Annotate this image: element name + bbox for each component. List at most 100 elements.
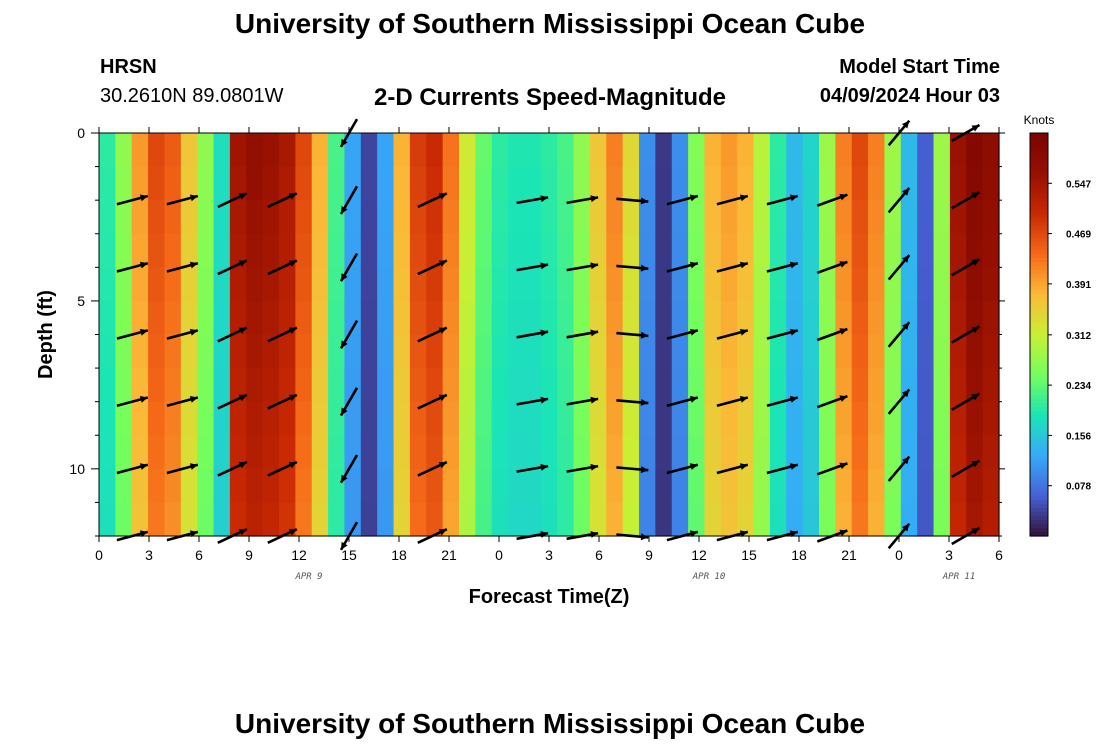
heatmap-cell (589, 334, 607, 369)
heatmap-cell (131, 435, 149, 470)
heatmap-cell (753, 300, 771, 336)
heatmap-cell (426, 267, 444, 302)
heatmap-cell (426, 368, 444, 403)
heatmap-cell (442, 166, 460, 201)
heatmap-cell (917, 502, 935, 537)
heatmap-cell (540, 368, 558, 403)
heatmap-cell (835, 334, 853, 369)
x-tick-label: 21 (841, 547, 857, 563)
heatmap-cell (982, 468, 1000, 504)
heatmap-cell (426, 200, 444, 235)
heatmap-cell (524, 267, 542, 302)
current-arrow (166, 463, 199, 475)
heatmap-cell (279, 435, 296, 470)
heatmap-cell (442, 300, 460, 336)
heatmap-cell (557, 468, 575, 504)
colorbar-segment (1030, 261, 1048, 267)
heatmap-cell (933, 334, 951, 369)
x-tick-label: 9 (645, 547, 653, 563)
heatmap-cell (524, 166, 542, 201)
colorbar-segment (1030, 415, 1048, 420)
heatmap-cell (377, 200, 395, 235)
heatmap-cell (982, 166, 1000, 201)
heatmap-cell (851, 267, 869, 302)
heatmap-cell (606, 200, 624, 235)
heatmap-cell (426, 401, 444, 436)
heatmap-cell (704, 166, 722, 201)
heatmap-cell (900, 468, 918, 504)
heatmap-cell (99, 468, 116, 504)
colorbar-segment (1030, 310, 1048, 315)
current-arrow (666, 463, 699, 475)
heatmap-cell (900, 401, 918, 436)
current-arrow (339, 319, 359, 350)
heatmap-cell (148, 166, 166, 201)
heatmap-cell (884, 435, 902, 470)
heatmap-cell (802, 166, 820, 201)
heatmap-cell (737, 401, 755, 436)
heatmap-cell (295, 368, 313, 403)
colorbar-tick-label: 0.078 (1066, 482, 1091, 493)
heatmap-cell (491, 133, 509, 168)
heatmap-cell (459, 401, 476, 436)
heatmap-cell (328, 166, 346, 201)
heatmap-cell (966, 267, 984, 302)
heatmap-cell (769, 334, 787, 369)
heatmap-cell (819, 334, 836, 369)
heatmap-cell (769, 401, 787, 436)
heatmap-cell (99, 401, 116, 436)
heatmap-cell (835, 368, 853, 403)
colorbar-segment (1030, 330, 1048, 336)
colorbar-segment (1030, 253, 1048, 259)
heatmap-cell (884, 133, 902, 168)
heatmap-cell (197, 368, 215, 403)
heatmap-cell (131, 368, 149, 403)
heatmap-cell (933, 368, 951, 403)
heatmap-cell (737, 166, 755, 201)
current-arrow (951, 392, 981, 411)
colorbar-segment (1030, 205, 1048, 211)
heatmap-cell (639, 334, 656, 369)
heatmap-cell (459, 502, 476, 537)
colorbar-segment (1030, 294, 1048, 299)
colorbar-segment (1030, 523, 1048, 529)
heatmap-cell (328, 502, 346, 537)
heatmap-cell (622, 368, 640, 403)
heatmap-cell (524, 133, 542, 168)
x-tick-label: 15 (341, 547, 357, 563)
heatmap-cell (982, 401, 1000, 436)
heatmap-cell (688, 300, 706, 336)
heatmap-cell (229, 300, 247, 336)
heatmap-cell (524, 468, 542, 504)
heatmap-cell (835, 401, 853, 436)
heatmap-cell (802, 435, 820, 470)
heatmap-cell (279, 233, 296, 268)
heatmap-cell (900, 334, 918, 369)
heatmap-cell (982, 502, 1000, 537)
heatmap-cell (115, 368, 133, 403)
heatmap-cell (508, 233, 526, 268)
heatmap-cell (262, 401, 280, 436)
heatmap-cell (164, 334, 182, 369)
colorbar-segment (1030, 423, 1048, 428)
heatmap-cell (917, 468, 935, 504)
heatmap-cell (606, 368, 624, 403)
heatmap-cell (557, 435, 575, 470)
colorbar-segment (1030, 298, 1048, 303)
heatmap-cell (573, 233, 591, 268)
heatmap-cell (148, 401, 166, 436)
current-arrow (217, 192, 248, 209)
heatmap-cell (671, 401, 689, 436)
heatmap-cell (557, 368, 575, 403)
colorbar-segment (1030, 197, 1048, 203)
heatmap-cell (639, 401, 656, 436)
heatmap-cell (949, 502, 967, 537)
heatmap-cell (737, 233, 755, 268)
heatmap-cell (704, 133, 722, 168)
heatmap-cell (328, 233, 346, 268)
heatmap-cell (491, 435, 509, 470)
colorbar-segment (1030, 193, 1048, 199)
heatmap-cell (115, 435, 133, 470)
heatmap-cell (884, 267, 902, 302)
heatmap-cell (573, 468, 591, 504)
